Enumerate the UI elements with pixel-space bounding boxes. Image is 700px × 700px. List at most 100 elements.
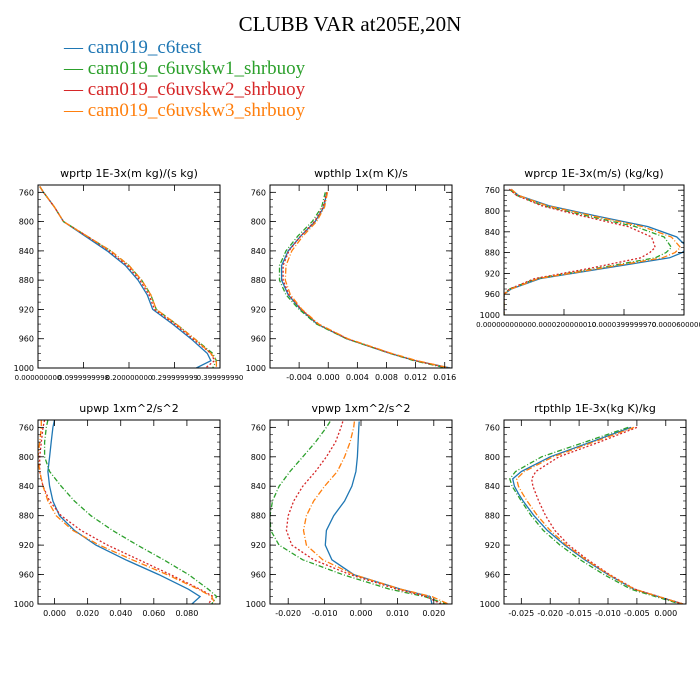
y-tick-label: 960 (251, 571, 266, 580)
x-tick-label: 0.299999999 (151, 374, 198, 382)
panel-6: rtpthlp 1E-3x(kg K)/kg 760 800 840 880 920 960… (480, 402, 687, 618)
x-tick-label: 0.0999999998 (58, 374, 109, 382)
x-tick-label: 0.016 (433, 373, 456, 382)
x-tick-label: 0.0000399999970 (592, 321, 657, 329)
y-tick-label: 1000 (14, 600, 34, 609)
plot-frame (37, 419, 221, 605)
x-tick-label: -0.004 (286, 373, 312, 382)
y-tick-label: 880 (485, 249, 500, 258)
series-line-4 (39, 186, 218, 368)
panel-3: wprcp 1E-3x(m/s) (kg/kg) 760 800 840 880 920 9… (476, 167, 700, 329)
y-tick-label: 800 (19, 218, 34, 227)
y-tick-label: 840 (251, 247, 266, 256)
x-tick-label: 0.040 (109, 609, 132, 618)
y-tick-label: 880 (251, 276, 266, 285)
y-tick-label: 840 (19, 482, 34, 491)
x-tick-label: -0.015 (566, 609, 592, 618)
x-tick-label: 0.060 (142, 609, 165, 618)
series-line-1 (504, 188, 684, 315)
x-tick-label: 0.004 (346, 373, 369, 382)
x-tick-label: 0.000000000 (15, 374, 62, 382)
y-tick-label: 1000 (14, 364, 34, 373)
x-tick-label: 0.0000200000010 (532, 321, 597, 329)
y-tick-label: 1000 (480, 600, 500, 609)
legend-item-uvskw2: — cam019_c6uvskw2_shrbuoy (64, 79, 306, 100)
y-tick-label: 880 (251, 512, 266, 521)
y-tick-label: 960 (251, 335, 266, 344)
y-tick-label: 920 (19, 305, 34, 314)
y-tick-label: 960 (485, 571, 500, 580)
y-tick-label: 800 (485, 207, 500, 216)
y-tick-label: 800 (251, 218, 266, 227)
y-tick-label: 960 (19, 335, 34, 344)
x-tick-label: 0.399999990 (197, 374, 244, 382)
y-tick-label: 920 (485, 541, 500, 550)
x-tick-label: 0.080 (175, 609, 198, 618)
series-line-1 (324, 421, 433, 604)
series-line-2 (43, 420, 218, 604)
x-tick-label: 0.020 (422, 609, 445, 618)
panel-title: wprtp 1E-3x(m kg)/(s kg) (60, 167, 198, 180)
legend-item-c6test: — cam019_c6test (64, 37, 202, 58)
series-line-2 (504, 188, 673, 315)
y-tick-label: 1000 (246, 600, 266, 609)
series-line-4 (38, 420, 216, 604)
x-tick-label: 0.000 (43, 609, 66, 618)
y-tick-label: 960 (485, 290, 500, 299)
series-line-3 (39, 186, 216, 368)
x-tick-label: 0.200000000 (106, 374, 153, 382)
x-tick-label: -0.020 (275, 609, 301, 618)
y-tick-label: 920 (19, 541, 34, 550)
x-tick-label: 0.000 (317, 373, 340, 382)
series-line-3 (282, 192, 449, 368)
x-tick-label: 0.00000000000 (476, 321, 532, 329)
legend: — cam019_c6test — cam019_c6uvskw1_shrbuo… (64, 37, 305, 121)
y-tick-label: 840 (19, 247, 34, 256)
x-tick-label: 0.020 (76, 609, 99, 618)
x-tick-label: 0.000 (350, 609, 373, 618)
plot-frame (269, 184, 453, 369)
y-tick-label: 760 (485, 186, 500, 195)
series-line-4 (302, 421, 449, 604)
x-tick-label: 0.0000600000100 (652, 321, 700, 329)
y-tick-label: 920 (251, 541, 266, 550)
series-line-2 (270, 421, 447, 604)
x-tick-label: 0.008 (375, 373, 398, 382)
x-tick-label: -0.025 (508, 609, 534, 618)
series-line-4 (284, 192, 450, 368)
series-line-4 (515, 426, 684, 604)
x-tick-label: 0.012 (404, 373, 427, 382)
series-line-2 (509, 426, 681, 604)
plot-frame (503, 419, 687, 605)
y-tick-label: 880 (19, 276, 34, 285)
series-line-1 (47, 420, 202, 604)
y-tick-label: 960 (19, 571, 34, 580)
panel-1: wprtp 1E-3x(m kg)/(s kg) 760 800 840 880 920 9… (14, 167, 244, 382)
panel-4: upwp 1xm^2/s^2 760 800 840 880 920 960 1000 0.00… (14, 402, 221, 618)
plot-frame (503, 184, 685, 316)
legend-item-uvskw1: — cam019_c6uvskw1_shrbuoy (64, 58, 306, 79)
y-tick-label: 760 (19, 423, 34, 432)
y-tick-label: 800 (19, 453, 34, 462)
y-tick-label: 1000 (246, 364, 266, 373)
legend-item-uvskw3: — cam019_c6uvskw3_shrbuoy (64, 100, 306, 121)
series-line-2 (39, 186, 218, 368)
y-tick-label: 1000 (480, 311, 500, 320)
y-tick-label: 840 (485, 228, 500, 237)
x-tick-label: 0.000 (654, 609, 677, 618)
y-tick-label: 920 (485, 269, 500, 278)
y-tick-label: 760 (485, 423, 500, 432)
x-tick-label: -0.005 (624, 609, 650, 618)
series-line-2 (278, 192, 447, 368)
x-tick-label: 0.010 (386, 609, 409, 618)
x-tick-label: -0.020 (537, 609, 563, 618)
y-tick-label: 760 (251, 423, 266, 432)
y-tick-label: 800 (485, 453, 500, 462)
y-tick-label: 920 (251, 305, 266, 314)
series-line-3 (531, 426, 684, 604)
y-tick-label: 880 (19, 512, 34, 521)
figure-title: CLUBB VAR at205E,20N (238, 12, 462, 36)
y-tick-label: 840 (251, 482, 266, 491)
x-tick-label: -0.010 (595, 609, 621, 618)
